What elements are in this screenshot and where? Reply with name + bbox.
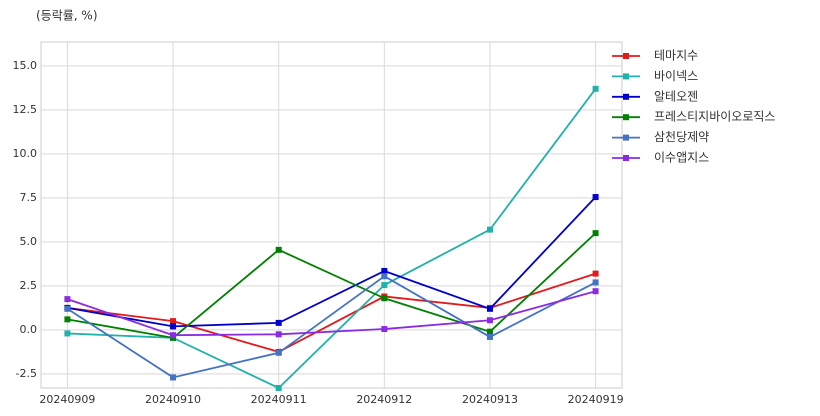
point-marker xyxy=(170,318,177,325)
y-axis-label: (등락률, %) xyxy=(36,9,98,23)
point-marker xyxy=(64,330,71,337)
series-line xyxy=(67,196,597,328)
legend-marker xyxy=(623,155,629,161)
point-marker xyxy=(64,305,71,312)
point-marker xyxy=(170,332,177,339)
y-tick-label: 15.0 xyxy=(13,59,38,72)
legend-marker xyxy=(623,53,629,59)
point-marker xyxy=(275,349,282,356)
point-marker xyxy=(64,296,71,303)
point-marker xyxy=(592,194,599,201)
legend-marker xyxy=(623,93,629,100)
point-marker xyxy=(486,317,493,324)
point-marker xyxy=(592,230,599,237)
y-tick-label: 2.5 xyxy=(20,279,38,292)
point-marker xyxy=(170,323,177,330)
legend-label: 삼천당제약 xyxy=(654,129,709,144)
point-marker xyxy=(64,316,71,323)
point-marker xyxy=(170,374,177,381)
point-marker xyxy=(486,305,493,312)
point-marker xyxy=(486,226,493,233)
y-tick-label: -2.5 xyxy=(16,367,37,380)
x-tick-label: 20240911 xyxy=(251,393,307,406)
series-line xyxy=(66,275,597,379)
x-tick-label: 20240913 xyxy=(462,393,518,406)
point-marker xyxy=(275,385,282,391)
legend-marker xyxy=(623,114,629,121)
point-marker xyxy=(592,279,599,286)
point-marker xyxy=(486,328,493,335)
x-tick-label: 20240909 xyxy=(39,393,95,406)
y-tick-label: 12.5 xyxy=(13,103,38,116)
legend-label: 알테오젠 xyxy=(654,89,698,103)
point-marker xyxy=(486,333,493,340)
legend-label: 이수앱지스 xyxy=(654,151,709,165)
legend-label: 바이넥스 xyxy=(654,69,698,83)
point-marker xyxy=(381,295,388,302)
point-marker xyxy=(592,85,599,92)
point-marker xyxy=(381,326,388,333)
point-marker xyxy=(381,273,388,280)
legend-marker xyxy=(623,134,629,141)
point-marker xyxy=(592,288,599,295)
legend-label: 프레스티지바이오로직스 xyxy=(654,110,775,124)
series-line xyxy=(67,290,596,337)
y-tick-label: 10.0 xyxy=(13,147,38,160)
legend-label: 테마지수 xyxy=(654,49,698,63)
x-tick-label: 20240910 xyxy=(145,393,201,406)
point-marker xyxy=(592,270,599,277)
series-line xyxy=(67,272,596,353)
series-line xyxy=(67,88,597,390)
x-tick-label: 20240912 xyxy=(356,393,412,406)
legend-marker xyxy=(623,73,629,80)
y-tick-label: 7.5 xyxy=(20,191,38,204)
y-tick-label: 5.0 xyxy=(20,235,38,248)
point-marker xyxy=(381,282,388,289)
x-tick-label: 20240919 xyxy=(568,393,624,406)
point-marker xyxy=(275,246,282,253)
y-tick-label: 0.0 xyxy=(20,323,38,336)
point-marker xyxy=(381,267,388,274)
plot-frame xyxy=(40,41,623,389)
point-marker xyxy=(275,319,282,326)
point-marker xyxy=(275,331,282,338)
